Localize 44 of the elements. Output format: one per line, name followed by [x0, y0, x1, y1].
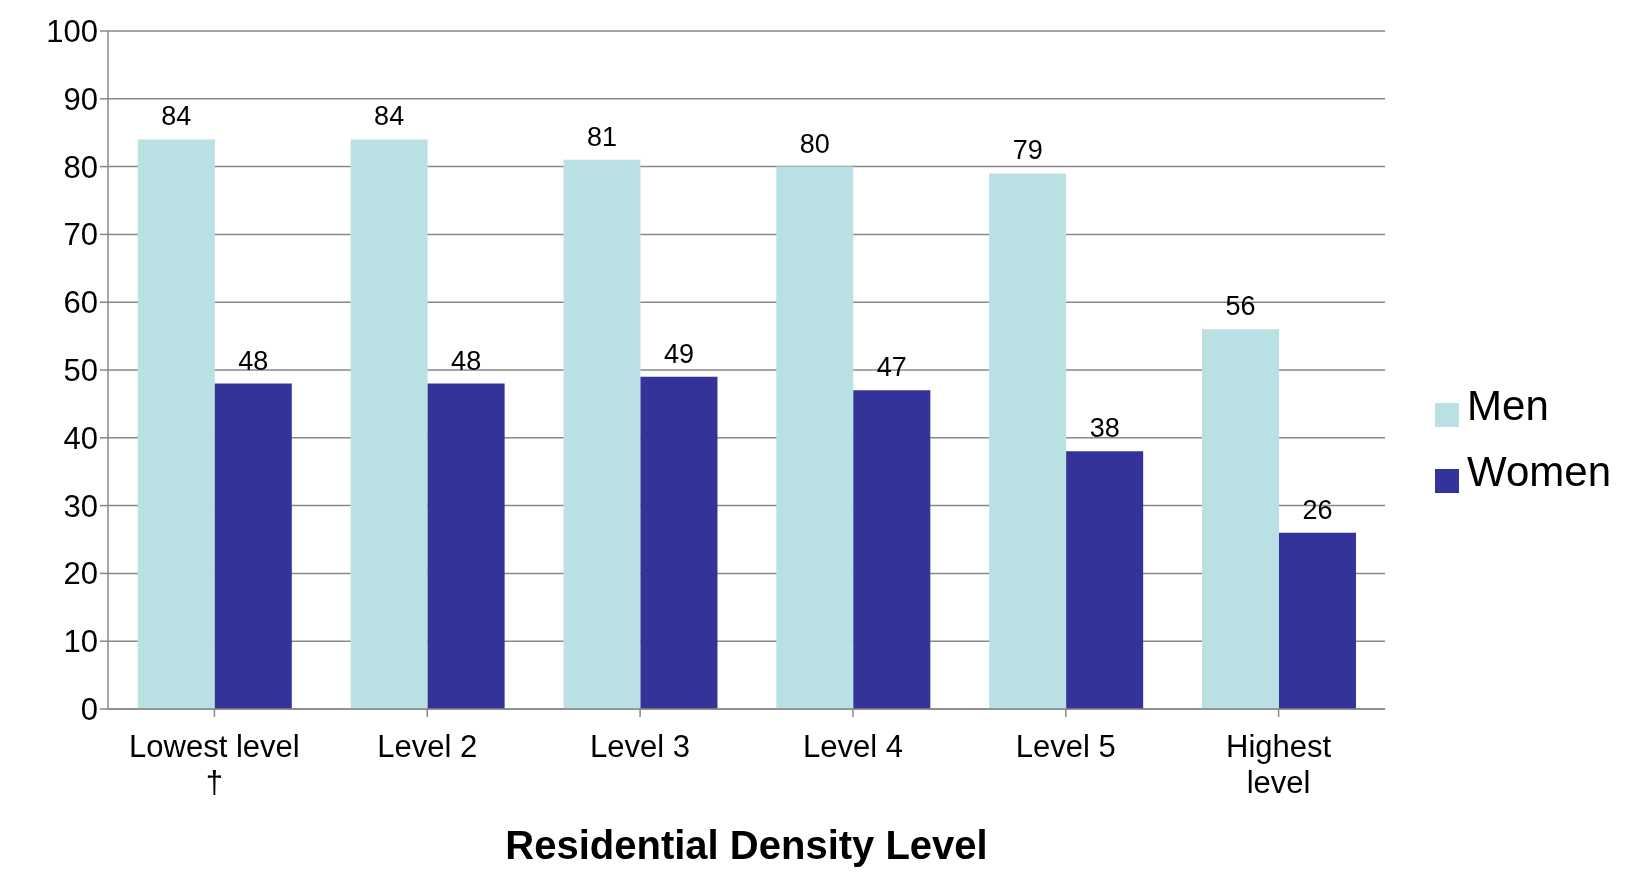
bar	[989, 173, 1067, 709]
bar	[350, 139, 428, 709]
x-tick-label: Level 3	[590, 729, 691, 764]
data-label: 48	[238, 345, 269, 376]
x-tick-label: Level 5	[1015, 729, 1116, 764]
bar	[853, 390, 931, 709]
data-label: 84	[374, 101, 405, 132]
x-axis-title: Residential Density Level	[505, 823, 988, 867]
data-label: 48	[451, 345, 482, 376]
bar	[137, 139, 215, 709]
data-label: 47	[876, 352, 907, 383]
bar	[563, 159, 641, 709]
data-label: 56	[1225, 291, 1256, 322]
y-tick-label: 60	[63, 285, 98, 321]
x-tick-label: Highest level	[1226, 729, 1332, 800]
data-label: 84	[161, 101, 192, 132]
y-tick-label: 20	[63, 556, 98, 592]
bar	[214, 383, 292, 709]
x-tick-label: Lowest level †	[129, 729, 300, 800]
data-label: 49	[663, 338, 694, 369]
data-label: 79	[1012, 135, 1043, 166]
y-tick-label: 30	[63, 488, 98, 524]
x-tick-label: Level 4	[802, 729, 903, 764]
data-label: 80	[799, 128, 830, 159]
y-tick-label: 40	[63, 420, 98, 456]
data-label: 81	[586, 121, 617, 152]
bar	[776, 166, 854, 709]
y-tick-label: 100	[46, 14, 98, 50]
y-tick-label: 70	[63, 217, 98, 253]
bar	[1279, 532, 1356, 709]
data-label: 26	[1302, 494, 1333, 525]
legend-label: Men	[1467, 381, 1549, 429]
x-tick-label: Level 2	[377, 729, 478, 764]
bar	[1202, 329, 1279, 709]
bar	[427, 383, 505, 709]
bar	[1066, 451, 1144, 709]
legend-label: Women	[1467, 447, 1611, 495]
y-tick-label: 50	[63, 353, 98, 389]
data-label: 38	[1089, 413, 1120, 444]
y-tick-label: 10	[63, 624, 98, 660]
y-tick-label: 0	[80, 692, 98, 728]
y-tick-label: 80	[63, 149, 98, 185]
y-tick-label: 90	[63, 81, 98, 117]
bar	[640, 376, 718, 709]
